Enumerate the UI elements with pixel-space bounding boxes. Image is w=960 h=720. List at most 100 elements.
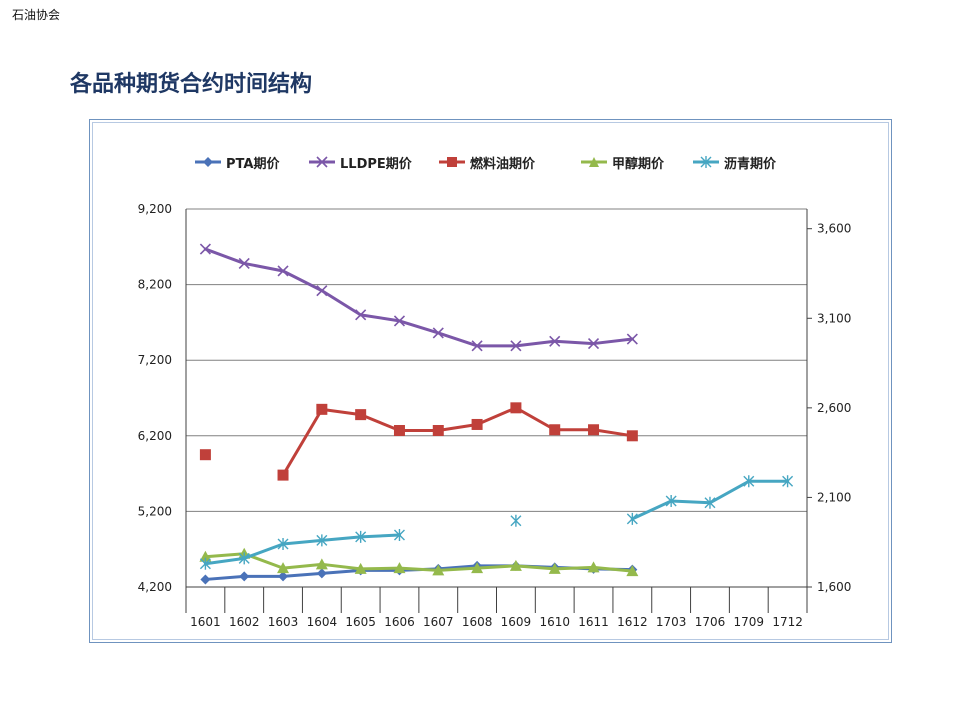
x-tick-label: 1703 xyxy=(656,615,687,629)
legend-marker-square-icon xyxy=(439,157,465,167)
data-point xyxy=(277,562,290,574)
data-point xyxy=(316,568,327,579)
series-line-methanol xyxy=(203,552,634,573)
data-point xyxy=(471,418,483,430)
corner-label: 石油协会 xyxy=(12,8,61,22)
data-point xyxy=(199,557,211,570)
data-point xyxy=(743,475,755,488)
data-point xyxy=(626,512,638,525)
data-point xyxy=(393,315,406,327)
chart-frame: PTA期价 LLDPE期价 燃料油期价 甲醇期价 xyxy=(89,119,892,643)
legend-item-asphalt: 沥青期价 xyxy=(692,150,776,174)
x-tick-label: 1607 xyxy=(423,615,454,629)
data-point xyxy=(626,333,638,345)
data-point xyxy=(393,425,405,437)
y-right-tick-label: 3,100 xyxy=(817,311,851,325)
data-point xyxy=(200,574,211,585)
data-point xyxy=(277,469,289,481)
x-tick-label: 1706 xyxy=(695,615,726,629)
x-tick-label: 1610 xyxy=(539,615,570,629)
y-left-tick-label: 8,200 xyxy=(138,278,172,292)
data-point xyxy=(471,340,483,352)
data-point xyxy=(665,495,677,508)
x-tick-label: 1605 xyxy=(345,615,376,629)
x-tick-label: 1603 xyxy=(268,615,299,629)
y-left-tick-label: 4,200 xyxy=(138,580,172,594)
legend-item-methanol: 甲醇期价 xyxy=(580,150,664,174)
data-point xyxy=(587,338,600,350)
legend-marker-diamond-icon xyxy=(195,157,221,167)
y-right-tick-label: 2,100 xyxy=(817,490,851,504)
x-tick-label: 1609 xyxy=(501,615,532,629)
data-point xyxy=(354,562,367,574)
data-point xyxy=(393,562,406,574)
x-tick-label: 1611 xyxy=(578,615,609,629)
x-tick-label: 1602 xyxy=(229,615,260,629)
legend-item-pta: PTA期价 xyxy=(194,150,279,174)
legend-label-lldpe: LLDPE期价 xyxy=(340,156,412,172)
data-point xyxy=(238,552,250,565)
legend-label-methanol: 甲醇期价 xyxy=(612,156,665,172)
data-point xyxy=(316,285,328,297)
data-point xyxy=(626,565,639,577)
legend-label-pta: PTA期价 xyxy=(226,156,280,172)
data-point xyxy=(432,564,445,576)
data-point xyxy=(782,475,794,488)
data-point xyxy=(549,335,561,347)
data-point xyxy=(238,257,250,269)
y-left-tick-label: 5,200 xyxy=(138,504,172,518)
y-right-tick-label: 3,600 xyxy=(817,222,851,236)
legend-label-fuel-oil: 燃料油期价 xyxy=(470,156,536,172)
data-point xyxy=(277,265,289,277)
data-point xyxy=(199,550,212,562)
series-line-asphalt xyxy=(203,533,401,566)
legend-item-lldpe: LLDPE期价 xyxy=(308,150,412,174)
series-line-lldpe xyxy=(203,247,634,348)
data-point xyxy=(316,403,328,415)
legend-marker-x-icon xyxy=(309,156,335,168)
data-point xyxy=(393,529,405,542)
data-point xyxy=(626,430,638,442)
data-point xyxy=(199,449,211,461)
data-point xyxy=(588,424,600,436)
data-point xyxy=(239,571,250,582)
data-point xyxy=(355,530,367,543)
data-point xyxy=(315,558,328,570)
x-tick-label: 1608 xyxy=(462,615,493,629)
data-point xyxy=(277,538,289,551)
data-point xyxy=(355,309,367,321)
data-point xyxy=(316,534,328,547)
data-point xyxy=(548,562,561,574)
chart-plot: 4,200 5,200 6,200 7,200 8,200 9,200 1,600 2,100… xyxy=(138,202,852,629)
data-point xyxy=(549,424,561,436)
data-point xyxy=(432,425,444,437)
legend-marker-triangle-icon xyxy=(581,157,607,167)
y-right-tick-label: 1,600 xyxy=(817,580,851,594)
data-point xyxy=(278,571,289,582)
data-point xyxy=(471,562,484,574)
data-point xyxy=(199,243,211,255)
x-tick-label: 1612 xyxy=(617,615,648,629)
legend-item-fuel-oil: 燃料油期价 xyxy=(438,150,535,174)
data-point xyxy=(587,561,600,573)
x-tick-label: 1712 xyxy=(772,615,803,629)
data-point xyxy=(509,559,522,571)
data-point xyxy=(355,409,367,421)
data-point xyxy=(704,496,716,509)
x-tick-label: 1604 xyxy=(307,615,338,629)
legend-label-asphalt: 沥青期价 xyxy=(724,156,777,172)
y-left-tick-label: 7,200 xyxy=(138,353,172,367)
data-point xyxy=(510,340,522,352)
x-tick-label: 1601 xyxy=(190,615,221,629)
data-point xyxy=(510,514,522,527)
legend-marker-asterisk-icon xyxy=(693,156,719,168)
data-point xyxy=(432,327,444,339)
y-left-tick-label: 6,200 xyxy=(138,429,172,443)
slide-title: 各品种期货合约时间结构 xyxy=(70,72,313,97)
data-point xyxy=(510,402,522,414)
y-right-tick-label: 2,600 xyxy=(817,401,851,415)
y-left-tick-label: 9,200 xyxy=(138,202,172,216)
series-line-fuel_oil xyxy=(281,406,634,477)
x-tick-label: 1709 xyxy=(734,615,765,629)
x-tick-label: 1606 xyxy=(384,615,415,629)
